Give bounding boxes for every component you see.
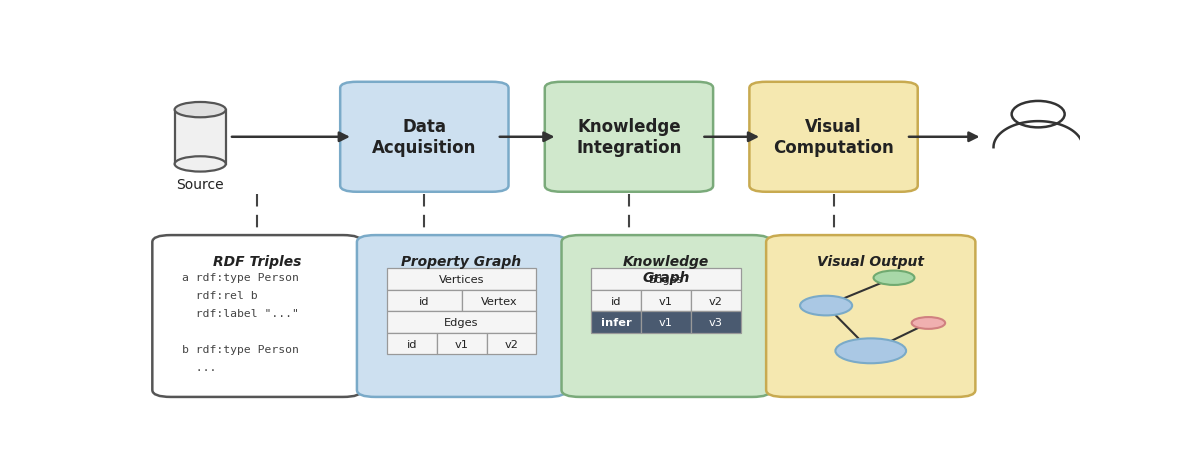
Bar (437, 333, 486, 354)
Bar (386, 333, 437, 354)
Text: a rdf:type Person: a rdf:type Person (182, 272, 299, 282)
Bar (386, 312, 536, 333)
FancyBboxPatch shape (356, 235, 566, 397)
Ellipse shape (835, 339, 906, 364)
Bar (641, 290, 691, 312)
Bar (175, 110, 226, 165)
Text: b rdf:type Person: b rdf:type Person (182, 344, 299, 354)
Bar (486, 333, 536, 354)
Text: v1: v1 (659, 296, 673, 306)
Text: ...: ... (182, 362, 216, 372)
Text: Visual Output: Visual Output (817, 255, 924, 269)
Bar (592, 312, 641, 333)
Text: id: id (611, 296, 622, 306)
Text: Visual
Computation: Visual Computation (773, 118, 894, 157)
Ellipse shape (912, 318, 946, 329)
Text: Knowledge
Graph: Knowledge Graph (623, 255, 709, 285)
Bar (386, 290, 462, 312)
Text: Knowledge
Integration: Knowledge Integration (576, 118, 682, 157)
Text: Edges: Edges (444, 318, 479, 327)
Text: infer: infer (601, 318, 631, 327)
Text: v3: v3 (709, 318, 724, 327)
Bar (462, 290, 536, 312)
FancyBboxPatch shape (749, 83, 918, 192)
Ellipse shape (874, 271, 914, 285)
Text: Edges: Edges (649, 274, 684, 284)
Bar (641, 312, 691, 333)
Text: Vertex: Vertex (481, 296, 517, 306)
Text: v1: v1 (455, 339, 468, 349)
Ellipse shape (800, 296, 852, 316)
Bar (592, 290, 641, 312)
Bar (386, 268, 536, 290)
Text: Property Graph: Property Graph (402, 255, 522, 269)
FancyBboxPatch shape (562, 235, 770, 397)
Text: id: id (419, 296, 430, 306)
Text: Data
Acquisition: Data Acquisition (372, 118, 476, 157)
Text: v1: v1 (659, 318, 673, 327)
FancyBboxPatch shape (545, 83, 713, 192)
Text: RDF Triples: RDF Triples (212, 255, 301, 269)
Text: v2: v2 (709, 296, 722, 306)
FancyBboxPatch shape (766, 235, 976, 397)
Text: Source: Source (176, 177, 224, 191)
Ellipse shape (1012, 101, 1064, 128)
Bar (592, 268, 742, 290)
Ellipse shape (175, 157, 226, 172)
Text: id: id (407, 339, 416, 349)
Bar (691, 290, 742, 312)
Text: rdf:rel b: rdf:rel b (182, 290, 258, 300)
Text: Vertices: Vertices (439, 274, 485, 284)
Ellipse shape (175, 103, 226, 118)
Text: rdf:label "...": rdf:label "..." (182, 308, 299, 318)
FancyBboxPatch shape (152, 235, 361, 397)
FancyBboxPatch shape (340, 83, 509, 192)
Bar (691, 312, 742, 333)
Text: v2: v2 (504, 339, 518, 349)
